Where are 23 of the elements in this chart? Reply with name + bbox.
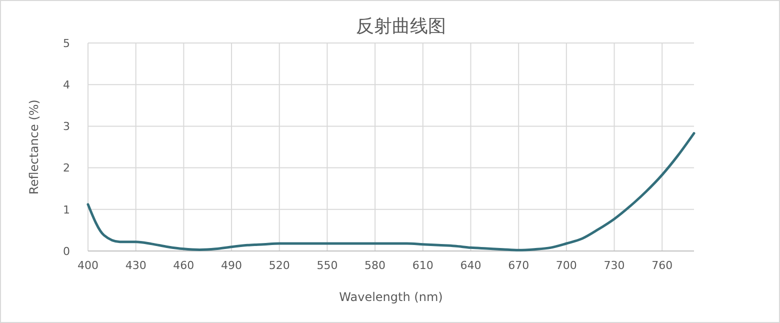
y-tick-label: 4 [63, 78, 70, 92]
chart-title: 反射曲线图 [356, 16, 446, 37]
x-axis-title: Wavelength (nm) [339, 290, 443, 304]
x-tick-label: 610 [412, 259, 434, 272]
x-tick-label: 520 [268, 259, 290, 272]
x-tick-label: 730 [604, 259, 625, 272]
y-tick-label: 0 [63, 244, 70, 258]
y-tick-label: 3 [63, 120, 70, 134]
x-tick-label: 400 [78, 259, 98, 272]
x-tick-label: 460 [173, 259, 194, 272]
x-tick-label: 490 [221, 259, 242, 272]
x-tick-label: 640 [460, 259, 482, 272]
x-tick-label: 670 [508, 259, 530, 272]
x-tick-label: 580 [364, 259, 386, 272]
y-tick-label: 2 [63, 162, 70, 175]
x-tick-label: 700 [556, 259, 577, 272]
x-tick-label: 550 [316, 259, 338, 272]
y-axis-title: Reflectance (%) [27, 100, 41, 194]
y-tick-label: 1 [63, 203, 70, 216]
x-tick-label: 430 [125, 259, 146, 272]
y-tick-label: 5 [63, 36, 70, 50]
x-tick-label: 760 [652, 259, 673, 272]
line-series [86, 132, 696, 252]
